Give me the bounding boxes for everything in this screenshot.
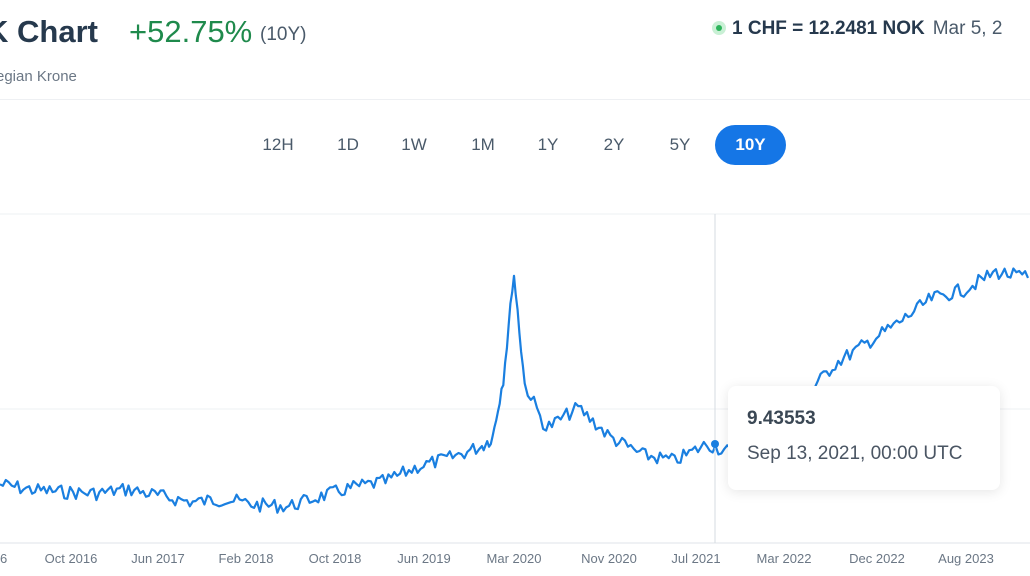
tooltip-date: Sep 13, 2021, 00:00 UTC: [747, 443, 963, 464]
tab-12h[interactable]: 12H: [262, 135, 294, 154]
x-tick-label: 16: [0, 551, 7, 566]
x-tick-label: Jun 2019: [397, 551, 451, 566]
change-period: (10Y): [260, 24, 307, 45]
x-tick-label: Mar 2022: [757, 551, 812, 566]
x-tick-label: Feb 2018: [219, 551, 274, 566]
x-tick-label: Mar 2020: [487, 551, 542, 566]
x-tick-label: Jul 2021: [671, 551, 720, 566]
time-range-tabs: 12H 1D 1W 1M 1Y 2Y 5Y 10Y: [0, 125, 1030, 165]
chart-grid: [0, 213, 1030, 544]
tab-1y[interactable]: 1Y: [537, 135, 559, 154]
tab-1w[interactable]: 1W: [401, 135, 427, 154]
tab-2y[interactable]: 2Y: [603, 135, 625, 154]
x-tick-label: Aug 2023: [938, 551, 994, 566]
hover-point: [711, 440, 719, 448]
tab-10y[interactable]: 10Y: [715, 125, 786, 165]
x-axis-labels: 16 Oct 2016 Jun 2017 Feb 2018 Oct 2018 Jun 20…: [0, 551, 994, 566]
rate-text: 1 CHF = 12.2481 NOK: [732, 18, 925, 39]
x-tick-label: Jun 2017: [131, 551, 185, 566]
tab-5y[interactable]: 5Y: [669, 135, 691, 154]
live-status-icon: [712, 21, 726, 35]
tab-1d[interactable]: 1D: [337, 135, 359, 154]
header-divider: [0, 99, 1030, 100]
tooltip-value: 9.43553: [747, 408, 816, 429]
percent-change: +52.75%: [129, 14, 253, 49]
page-title: K Chart: [0, 14, 98, 49]
x-tick-label: Oct 2018: [309, 551, 362, 566]
exchange-rate: 1 CHF = 12.2481 NOK Mar 5, 2: [712, 18, 1002, 40]
x-tick-label: Oct 2016: [45, 551, 98, 566]
tab-1m[interactable]: 1M: [471, 135, 495, 154]
series-line: [0, 267, 1030, 514]
rate-date: Mar 5, 2: [932, 18, 1003, 39]
chart-tooltip: 9.43553 Sep 13, 2021, 00:00 UTC: [728, 386, 1000, 490]
x-tick-label: Nov 2020: [581, 551, 637, 566]
page-subtitle: egian Krone: [0, 68, 77, 85]
x-tick-label: Dec 2022: [849, 551, 905, 566]
